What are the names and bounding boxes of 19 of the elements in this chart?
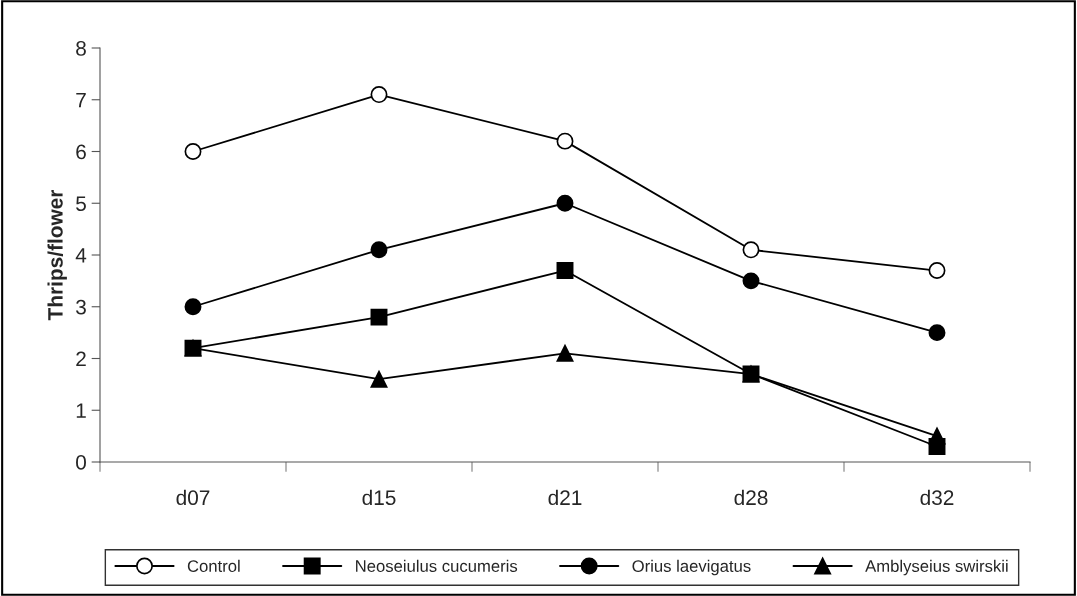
x-tick-label: d28	[734, 489, 768, 506]
y-tick-label: 5	[76, 196, 86, 211]
y-tick-label: 4	[75, 248, 87, 263]
legend-label: Amblyseius swirskii	[865, 559, 1008, 576]
x-tick-label: d32	[920, 489, 954, 506]
legend-label: Neoseiulus cucumeris	[356, 559, 518, 572]
y-axis-title: Thrips/flower	[47, 189, 67, 321]
legend-label: Orius laevigatus	[632, 559, 751, 576]
y-tick-label: 1	[76, 403, 86, 418]
y-tick-label: 7	[76, 92, 86, 108]
y-tick-label: 3	[76, 299, 86, 315]
x-tick-label: d07	[176, 489, 210, 506]
x-tick-label: d15	[362, 489, 396, 506]
y-tick-label: 6	[76, 144, 86, 160]
y-tick-label: 0	[76, 455, 86, 470]
x-tick-label: d21	[548, 489, 582, 506]
y-tick-label: 8	[76, 41, 86, 56]
legend-label: Control	[187, 559, 240, 572]
y-tick-label: 2	[76, 351, 86, 367]
